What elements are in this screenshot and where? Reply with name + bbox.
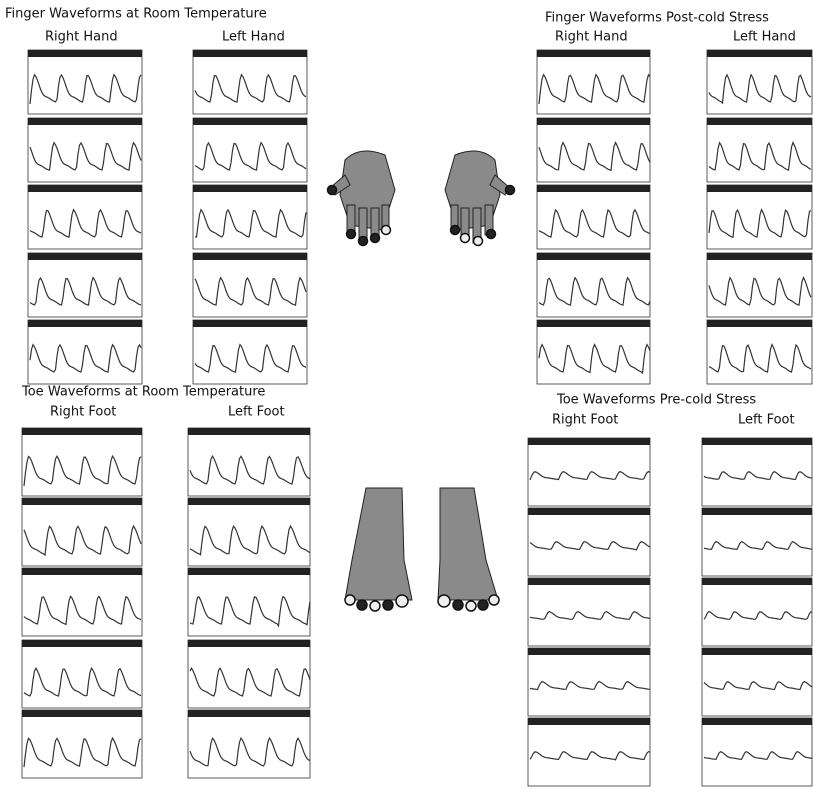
- strip-header: [22, 498, 142, 505]
- panel-title: Toe Waveforms Pre-cold Stress: [556, 393, 756, 408]
- strip-frame: [537, 320, 650, 384]
- strip-frame: [22, 640, 142, 708]
- strip-frame: [28, 253, 142, 317]
- hand-right: [328, 151, 396, 246]
- strip-frame: [707, 50, 812, 114]
- strip-header: [702, 718, 812, 725]
- strip-frame: [188, 640, 310, 708]
- strip-header: [702, 648, 812, 655]
- strip-header: [28, 253, 142, 260]
- strip-frame: [193, 50, 307, 114]
- strip-frame: [188, 428, 310, 496]
- strip-header: [188, 428, 310, 435]
- strip-header: [28, 185, 142, 192]
- strip-frame: [188, 498, 310, 566]
- strip-header: [702, 508, 812, 515]
- panel: Finger Waveforms Post-cold Stress Right H…: [537, 11, 812, 385]
- strip-header: [22, 640, 142, 647]
- figure: Finger Waveforms at Room Temperature Righ…: [0, 0, 813, 792]
- column-label: Right Foot: [552, 413, 618, 428]
- panel-title: Finger Waveforms at Room Temperature: [5, 7, 267, 22]
- panel: Toe Waveforms Pre-cold Stress Right Foot L…: [528, 393, 812, 787]
- column-label: Left Hand: [222, 30, 285, 45]
- panel: Toe Waveforms at Room Temperature Right F…: [21, 385, 310, 779]
- strip-frame: [188, 568, 310, 636]
- foot-left: [438, 488, 499, 611]
- foot-right: [345, 488, 412, 611]
- strip-header: [28, 50, 142, 57]
- strip-header: [537, 185, 650, 192]
- strip-header: [28, 320, 142, 327]
- column-label: Left Foot: [228, 405, 285, 420]
- strip-frame: [702, 508, 812, 576]
- panel: Finger Waveforms at Room Temperature Righ…: [5, 7, 307, 385]
- strip-header: [537, 118, 650, 125]
- strip-frame: [528, 648, 650, 716]
- hand-left: [445, 151, 515, 246]
- strip-header: [193, 253, 307, 260]
- strip-header: [528, 718, 650, 725]
- panel-title: Toe Waveforms at Room Temperature: [21, 385, 265, 400]
- strip-header: [193, 185, 307, 192]
- strip-frame: [528, 718, 650, 786]
- strip-frame: [537, 118, 650, 182]
- strip-header: [537, 320, 650, 327]
- strip-header: [188, 498, 310, 505]
- strip-frame: [528, 508, 650, 576]
- strip-header: [707, 253, 812, 260]
- strip-frame: [537, 253, 650, 317]
- strip-frame: [28, 118, 142, 182]
- strip-frame: [702, 578, 812, 646]
- strip-header: [22, 568, 142, 575]
- strip-frame: [193, 118, 307, 182]
- strip-frame: [193, 253, 307, 317]
- strip-header: [528, 648, 650, 655]
- strip-frame: [528, 438, 650, 506]
- strip-header: [707, 118, 812, 125]
- column-label: Right Hand: [45, 30, 118, 45]
- strip-frame: [188, 710, 310, 778]
- strip-header: [528, 508, 650, 515]
- strip-header: [707, 50, 812, 57]
- strip-frame: [707, 320, 812, 384]
- strip-header: [707, 185, 812, 192]
- strip-frame: [702, 648, 812, 716]
- strip-header: [22, 428, 142, 435]
- strip-header: [28, 118, 142, 125]
- strip-header: [707, 320, 812, 327]
- strip-header: [188, 640, 310, 647]
- strip-header: [528, 438, 650, 445]
- strip-header: [537, 253, 650, 260]
- strip-frame: [22, 498, 142, 566]
- strip-header: [188, 568, 310, 575]
- column-label: Left Hand: [733, 30, 796, 45]
- strip-frame: [22, 428, 142, 496]
- panel-title: Finger Waveforms Post-cold Stress: [545, 11, 769, 26]
- strip-frame: [193, 320, 307, 384]
- strip-header: [193, 320, 307, 327]
- strip-header: [702, 578, 812, 585]
- strip-frame: [702, 718, 812, 786]
- strip-frame: [702, 438, 812, 506]
- strip-frame: [22, 568, 142, 636]
- strip-frame: [28, 320, 142, 384]
- strip-header: [22, 710, 142, 717]
- strip-frame: [193, 185, 307, 249]
- strip-header: [188, 710, 310, 717]
- strip-frame: [22, 710, 142, 778]
- strip-header: [537, 50, 650, 57]
- strip-frame: [707, 253, 812, 317]
- strip-header: [193, 118, 307, 125]
- strip-header: [193, 50, 307, 57]
- column-label: Right Hand: [555, 30, 628, 45]
- strip-frame: [528, 578, 650, 646]
- strip-frame: [28, 50, 142, 114]
- column-label: Right Foot: [50, 405, 116, 420]
- strip-frame: [537, 50, 650, 114]
- column-label: Left Foot: [738, 413, 795, 428]
- strip-header: [528, 578, 650, 585]
- strip-header: [702, 438, 812, 445]
